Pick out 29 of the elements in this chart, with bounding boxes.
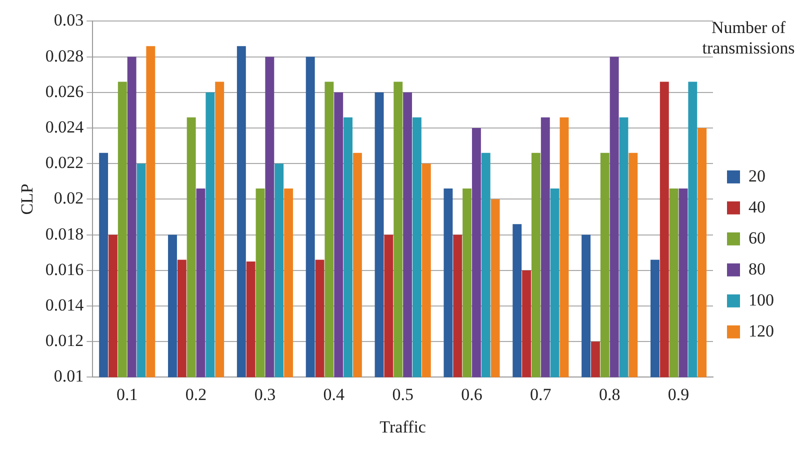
y-tick-label: 0.03 xyxy=(54,10,84,30)
x-tick-label: 0.5 xyxy=(392,384,414,404)
legend-label: 80 xyxy=(748,259,766,278)
legend-label: 40 xyxy=(748,197,766,216)
legend-label: 20 xyxy=(748,166,766,186)
y-tick-label: 0.028 xyxy=(45,46,84,66)
x-tick-label: 0.2 xyxy=(185,384,207,404)
legend-title: Number of transmissions xyxy=(702,18,795,58)
y-tick-label: 0.012 xyxy=(45,331,84,350)
x-axis-title: Traffic xyxy=(380,417,426,436)
y-tick-label: 0.022 xyxy=(45,153,84,172)
x-tick-label: 0.3 xyxy=(254,384,276,404)
legend-label: 100 xyxy=(748,290,774,310)
x-tick-label: 0.7 xyxy=(530,384,552,404)
x-tick-label: 0.6 xyxy=(461,384,482,404)
y-tick-label: 0.016 xyxy=(45,260,84,279)
legend-label: 60 xyxy=(748,228,766,248)
x-tick-label: 0.4 xyxy=(323,384,346,404)
y-tick-label: 0.014 xyxy=(45,295,84,314)
legend-label: 120 xyxy=(748,321,774,340)
x-tick-label: 0.1 xyxy=(116,384,138,404)
y-tick-label: 0.026 xyxy=(45,82,84,101)
y-axis-title: CLP xyxy=(18,184,37,215)
y-tick-label: 0.018 xyxy=(45,224,84,244)
x-tick-label: 0.9 xyxy=(668,384,690,404)
x-tick-label: 0.8 xyxy=(598,384,620,404)
y-tick-label: 0.024 xyxy=(45,117,84,136)
y-tick-label: 0.02 xyxy=(54,188,84,208)
y-tick-label: 0.01 xyxy=(54,366,84,386)
